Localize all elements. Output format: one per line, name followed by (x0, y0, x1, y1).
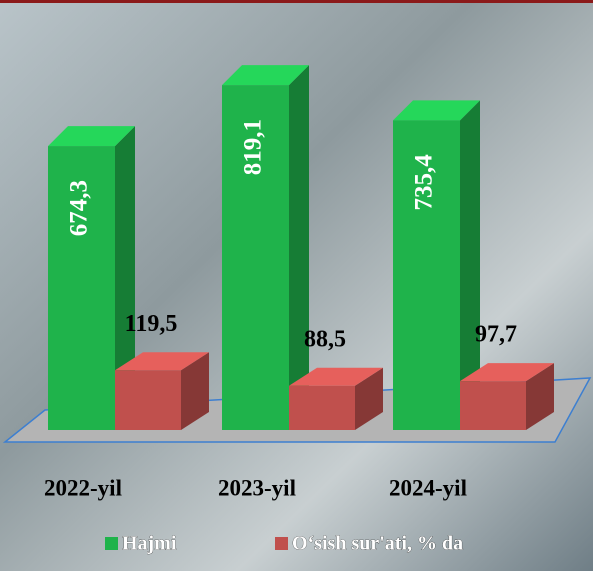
bar (289, 385, 355, 430)
bar-side (526, 363, 554, 430)
top-border (0, 0, 593, 3)
legend-label: O‘sish sur'ati, % da (292, 533, 463, 555)
bar-top (48, 126, 135, 147)
bar-top (222, 65, 309, 86)
value-label: 97,7 (475, 322, 517, 348)
value-label: 674,3 (66, 180, 93, 236)
legend-label: Hajmi (122, 533, 177, 555)
value-label: 819,1 (240, 119, 267, 175)
bar-side (289, 65, 309, 431)
bar (115, 370, 181, 430)
bar-top (115, 352, 209, 371)
x-tick-label: 2023-yil (218, 475, 296, 500)
bar-top (289, 367, 383, 386)
value-label: 735,4 (411, 154, 438, 211)
legend-swatch (275, 537, 288, 550)
value-label: 88,5 (304, 326, 346, 352)
bar (460, 381, 526, 430)
bar (48, 146, 115, 430)
value-label: 119,5 (125, 311, 178, 337)
bar-top (460, 363, 554, 382)
x-tick-label: 2024-yil (389, 475, 467, 500)
legend-swatch (105, 537, 118, 550)
bar-side (181, 352, 209, 430)
bar-side (460, 100, 480, 430)
bar-side (355, 367, 383, 430)
bar (222, 85, 289, 431)
bar-side (115, 126, 135, 430)
bar-top (393, 100, 480, 121)
bar (393, 120, 460, 430)
x-tick-label: 2022-yil (44, 475, 122, 500)
